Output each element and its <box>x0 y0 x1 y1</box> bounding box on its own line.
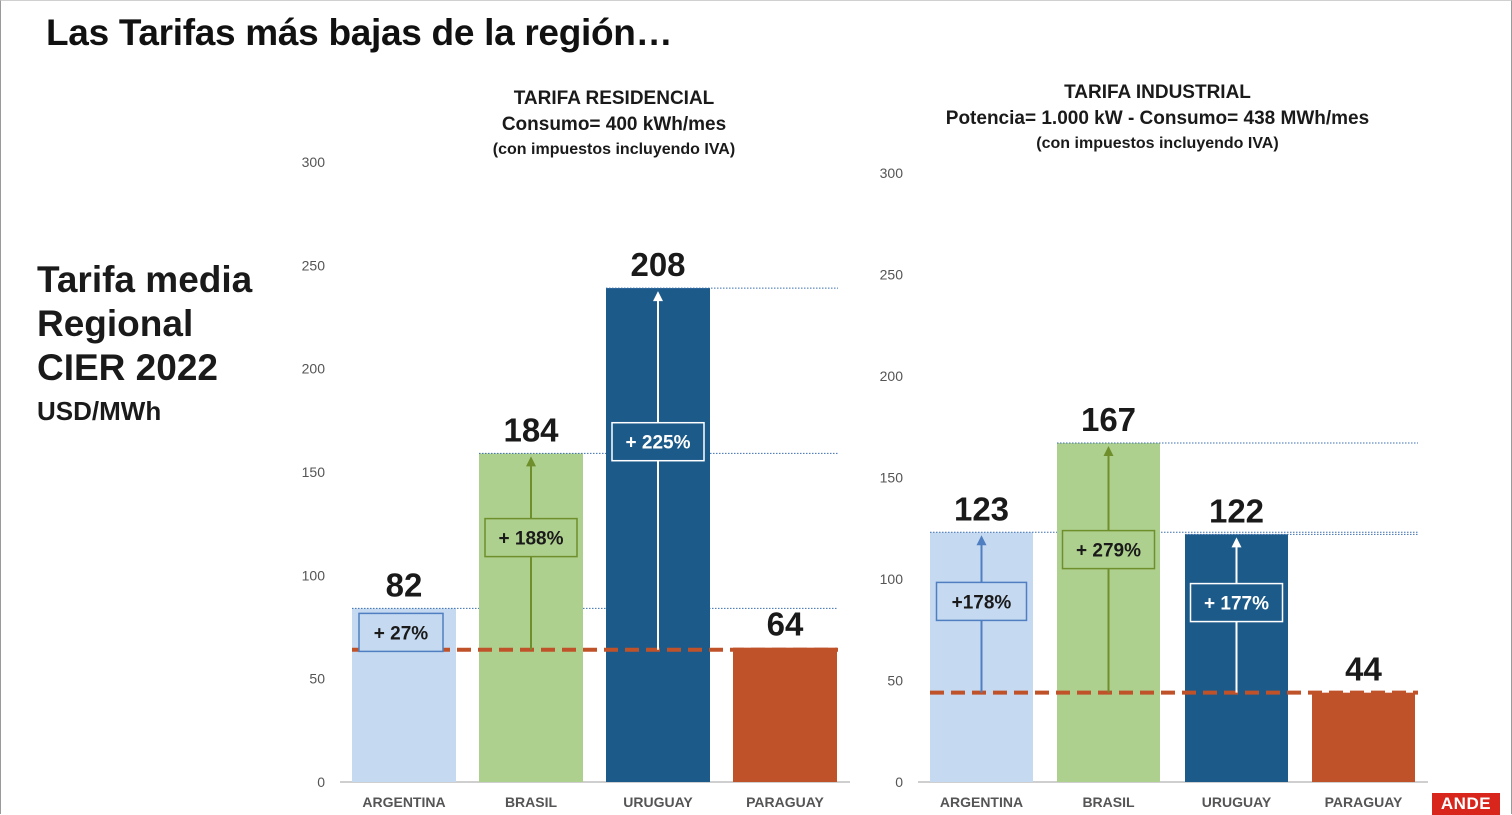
x-tick-label: URUGUAY <box>1202 794 1272 810</box>
side-title-line: Tarifa media <box>37 259 253 300</box>
y-tick-label: 300 <box>880 165 904 181</box>
y-tick-label: 100 <box>302 567 326 583</box>
increase-arrow-head <box>526 456 536 467</box>
increase-label: + 225% <box>626 433 691 454</box>
data-label: 122 <box>1209 492 1264 529</box>
chart-title-line: TARIFA RESIDENCIAL <box>513 88 715 109</box>
y-tick-label: 300 <box>302 154 326 170</box>
increase-label: + 177% <box>1204 594 1269 615</box>
x-tick-label: BRASIL <box>1082 794 1135 810</box>
chart-title-line: TARIFA INDUSTRIAL <box>1064 82 1251 103</box>
data-label: 82 <box>386 566 423 603</box>
increase-box <box>358 612 444 653</box>
x-tick-label: PARAGUAY <box>1325 794 1403 810</box>
x-tick-label: ARGENTINA <box>362 794 445 810</box>
chart-subtitle-line: Consumo= 400 kWh/mes <box>501 114 727 135</box>
increase-box <box>1189 582 1284 623</box>
y-tick-label: 250 <box>302 257 326 273</box>
unit-label: USD/MWh <box>37 396 162 426</box>
page-title: Las Tarifas más bajas de la región… <box>46 12 673 53</box>
increase-box <box>611 421 705 462</box>
bar-paraguay <box>1312 692 1415 782</box>
industrial-chart-title: TARIFA INDUSTRIAL Potencia= 1.000 kW - C… <box>905 80 1410 156</box>
data-label: 208 <box>630 246 685 283</box>
increase-label: +178% <box>952 592 1012 613</box>
increase-box <box>484 517 578 558</box>
chart-note-line: (con impuestos incluyendo IVA) <box>1036 135 1279 152</box>
y-tick-label: 150 <box>302 464 326 480</box>
side-title-line: Regional <box>37 303 194 344</box>
chart-subtitle-line: Potencia= 1.000 kW - Consumo= 438 MWh/me… <box>945 108 1370 129</box>
y-tick-label: 100 <box>880 571 904 587</box>
y-tick-label: 150 <box>880 470 904 486</box>
chart-note-line: (con impuestos incluyendo IVA) <box>492 141 736 158</box>
bar-paraguay <box>733 647 837 782</box>
ande-logo: ANDE <box>1432 793 1500 815</box>
side-title: Tarifa media Regional CIER 2022 <box>37 258 252 390</box>
increase-label: + 27% <box>374 623 429 644</box>
data-label: 123 <box>954 490 1009 527</box>
y-tick-label: 200 <box>302 361 326 377</box>
y-tick-label: 250 <box>880 267 904 283</box>
side-title-line: CIER 2022 <box>37 347 218 388</box>
y-tick-label: 50 <box>309 671 325 687</box>
increase-arrow-head <box>653 291 663 302</box>
x-tick-label: URUGUAY <box>623 794 693 810</box>
increase-label: + 279% <box>1076 541 1141 562</box>
data-label: 44 <box>1345 651 1382 688</box>
x-tick-label: PARAGUAY <box>746 794 824 810</box>
increase-arrow-head <box>976 535 987 546</box>
increase-box <box>935 581 1028 622</box>
x-tick-label: ARGENTINA <box>940 794 1023 810</box>
data-label: 167 <box>1081 401 1136 438</box>
y-tick-label: 0 <box>895 774 903 790</box>
increase-box <box>1061 529 1156 570</box>
data-label: 184 <box>503 411 559 448</box>
data-label: 64 <box>767 606 804 643</box>
increase-label: + 188% <box>499 529 564 550</box>
residential-chart-title: TARIFA RESIDENCIAL Consumo= 400 kWh/mes … <box>414 86 814 162</box>
increase-arrow-head <box>1103 445 1114 456</box>
increase-arrow-head <box>1231 537 1242 548</box>
y-tick-label: 0 <box>317 774 325 790</box>
y-tick-label: 200 <box>880 368 904 384</box>
x-tick-label: BRASIL <box>505 794 558 810</box>
y-tick-label: 50 <box>887 673 903 689</box>
